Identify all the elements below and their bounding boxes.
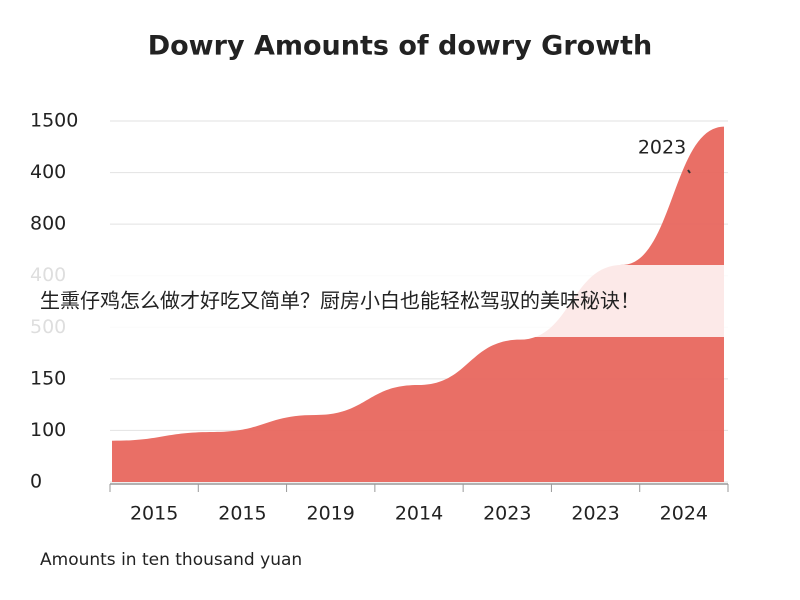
x-tick-label: 2015	[130, 503, 178, 525]
annotation-tick	[687, 169, 691, 174]
x-tick-label: 2024	[660, 503, 708, 525]
y-tick-label: 800	[30, 213, 66, 235]
y-tick-label: 150	[30, 367, 66, 389]
y-tick-label: 400	[30, 161, 66, 183]
x-tick-label: 2015	[218, 503, 266, 525]
area	[112, 126, 724, 483]
x-tick-label: 2023	[571, 503, 619, 525]
x-tick-label: 2014	[395, 503, 443, 525]
y-tick-label: 1500	[30, 110, 78, 132]
overlay-band	[0, 265, 800, 337]
x-tick-label: 2023	[483, 503, 531, 525]
x-tick-label: 2019	[307, 503, 355, 525]
annotation: 2023	[638, 137, 686, 159]
overlay-text: 生熏仔鸡怎么做才好吃又简单？厨房小白也能轻松驾驭的美味秘诀！	[40, 289, 640, 313]
chart-title: Dowry Amounts of dowry Growth	[148, 31, 653, 62]
y-tick-label: 100	[30, 419, 66, 441]
footnote: Amounts in ten thousand yuan	[40, 550, 302, 570]
y-tick-label: 0	[30, 471, 42, 493]
